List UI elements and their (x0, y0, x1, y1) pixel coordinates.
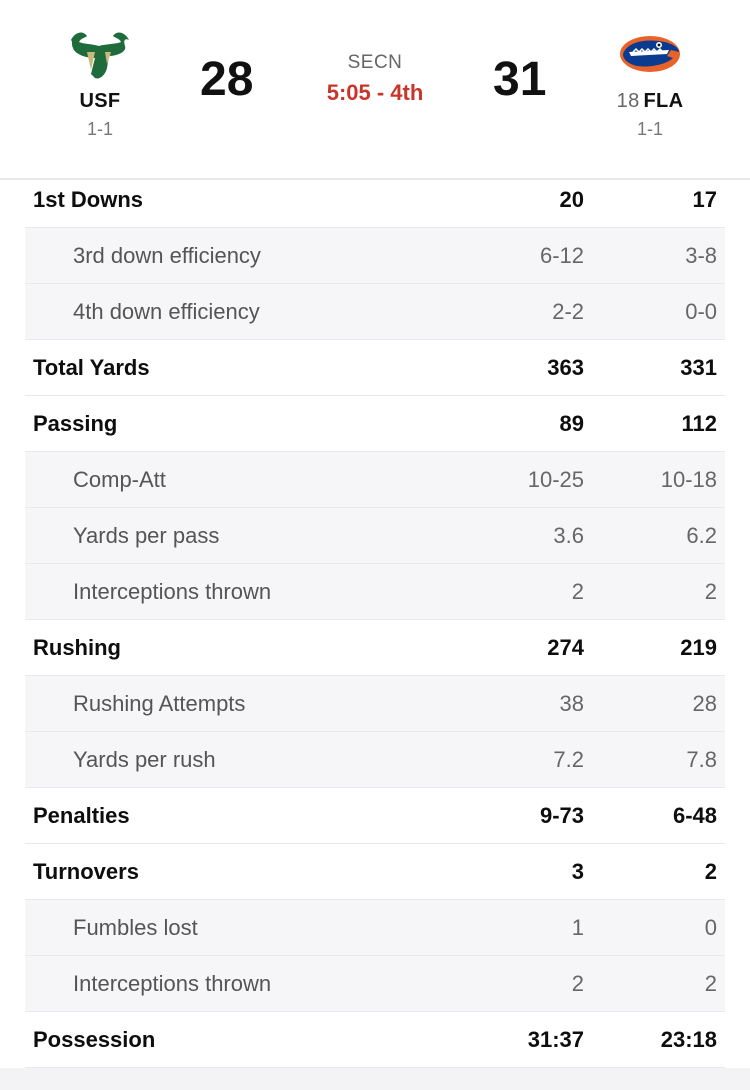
stat-subrow: Yards per rush 7.2 7.8 (25, 732, 725, 788)
stat-label: Penalties (33, 803, 130, 828)
stat-label: Yards per pass (73, 523, 220, 548)
stat-label: Comp-Att (73, 467, 166, 492)
stat-label: Turnovers (33, 859, 139, 884)
away-team-record: 1-1 (86, 119, 113, 139)
home-stat-value: 17 (692, 187, 717, 212)
stat-row: Turnovers 3 2 (25, 844, 725, 900)
stat-label: Rushing Attempts (73, 691, 246, 716)
usf-bulls-logo-icon (71, 32, 129, 79)
stat-label: 4th down efficiency (73, 299, 260, 324)
away-stat-value: 6-12 (539, 243, 584, 268)
stat-label: 1st Downs (33, 187, 144, 212)
away-stat-value: 10-25 (527, 467, 584, 492)
away-stat-value: 38 (559, 691, 584, 716)
stat-subrow: Interceptions thrown 2 2 (25, 956, 725, 1012)
game-card: USF 1-1 28 SECN 5:05 - 4th 31 18 FLA 1-1 … (0, 0, 750, 1068)
away-stat-value: 1 (571, 915, 584, 940)
home-team-name: 18 FLA (580, 90, 720, 113)
game-status: SECN 5:05 - 4th (290, 52, 460, 106)
home-stat-value: 28 (692, 691, 717, 716)
stat-label: Possession (33, 1027, 156, 1052)
home-stat-value: 6-48 (672, 803, 717, 828)
stat-label: Interceptions thrown (73, 579, 272, 604)
away-stat-value: 89 (559, 411, 584, 436)
home-stat-value: 2 (704, 971, 717, 996)
away-stat-value: 3 (571, 859, 584, 884)
stat-label: Rushing (33, 635, 121, 660)
stat-label: Total Yards (33, 355, 150, 380)
stat-label: Fumbles lost (73, 915, 198, 940)
home-stat-value: 112 (681, 411, 718, 436)
home-stat-value: 2 (704, 859, 717, 884)
stat-label: Yards per rush (73, 747, 216, 772)
away-stat-value: 31:37 (527, 1027, 584, 1052)
away-stat-value: 2-2 (552, 299, 584, 324)
home-score: 31 (493, 53, 547, 106)
scoreboard-header: USF 1-1 28 SECN 5:05 - 4th 31 18 FLA 1-1 (0, 0, 750, 180)
stat-subrow: Comp-Att 10-25 10-18 (25, 452, 725, 508)
stat-row: Possession 31:37 23:18 (25, 1012, 725, 1068)
away-team-abbr: USF (79, 90, 121, 112)
away-team[interactable]: USF 1-1 (30, 28, 170, 140)
stat-subrow: Yards per pass 3.6 6.2 (25, 508, 725, 564)
home-stat-value: 3-8 (685, 243, 717, 268)
florida-gators-logo-icon (620, 36, 680, 72)
tv-network: SECN (347, 52, 403, 73)
stat-row: 1st Downs 20 17 (25, 172, 725, 228)
home-stat-value: 331 (680, 355, 717, 380)
stat-label: Passing (33, 411, 118, 436)
away-stat-value: 2 (571, 971, 584, 996)
team-stats-table: 1st Downs 20 17 3rd down efficiency 6-12 3-8 4… (25, 172, 725, 1068)
stat-row: Rushing 274 219 (25, 620, 725, 676)
game-clock: 5:05 - 4th (326, 80, 424, 105)
home-team-abbr: FLA (643, 90, 684, 112)
home-stat-value: 7.8 (686, 747, 717, 772)
stat-row: Penalties 9-73 6-48 (25, 788, 725, 844)
away-stat-value: 7.2 (553, 747, 584, 772)
home-stat-value: 10-18 (660, 467, 717, 492)
stat-subrow: Interceptions thrown 2 2 (25, 564, 725, 620)
stat-label: Interceptions thrown (73, 971, 272, 996)
stat-subrow: Fumbles lost 1 0 (25, 900, 725, 956)
stat-subrow: Rushing Attempts 38 28 (25, 676, 725, 732)
home-stat-value: 219 (680, 635, 717, 660)
home-team[interactable]: 18 FLA 1-1 (580, 28, 720, 140)
away-stat-value: 20 (559, 187, 584, 212)
stat-label: 3rd down efficiency (73, 243, 261, 268)
away-stat-value: 363 (547, 355, 584, 380)
away-stat-value: 274 (547, 635, 584, 660)
stat-row: Total Yards 363 331 (25, 340, 725, 396)
home-stat-value: 0-0 (685, 299, 717, 324)
stat-row: Passing 89 112 (25, 396, 725, 452)
away-stat-value: 9-73 (539, 803, 584, 828)
away-stat-value: 2 (571, 579, 584, 604)
home-stat-value: 6.2 (686, 523, 717, 548)
home-stat-value: 23:18 (660, 1027, 717, 1052)
stat-subrow: 4th down efficiency 2-2 0-0 (25, 284, 725, 340)
away-score: 28 (200, 53, 254, 106)
home-stat-value: 0 (704, 915, 717, 940)
away-stat-value: 3.6 (553, 523, 584, 548)
home-stat-value: 2 (704, 579, 717, 604)
home-team-record: 1-1 (636, 119, 663, 139)
home-team-rank: 18 (616, 90, 640, 112)
stat-subrow: 3rd down efficiency 6-12 3-8 (25, 228, 725, 284)
